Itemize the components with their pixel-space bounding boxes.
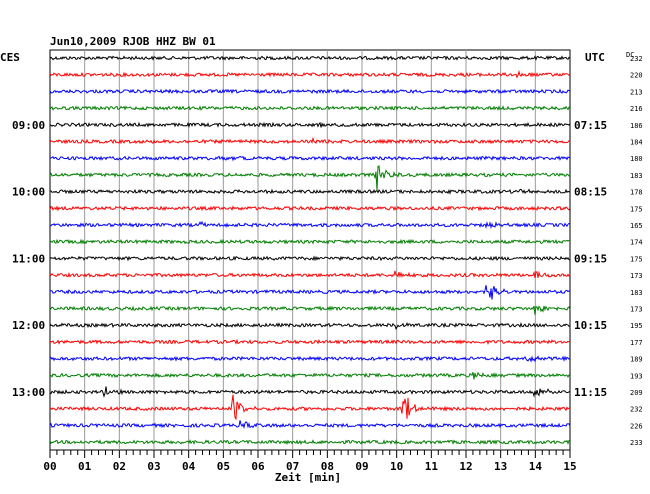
x-tick-label: 11 xyxy=(425,460,439,473)
left-hour-label: 12:00 xyxy=(12,319,45,332)
dc-value-label: 213 xyxy=(630,88,643,96)
x-axis: 00 01 02 03 04 05 06 07 08 09 10 11 12 13 14 15 xyxy=(43,450,577,473)
x-tick-label: 08 xyxy=(321,460,334,473)
x-axis-label: Zeit [min] xyxy=(275,471,341,484)
trace-line xyxy=(49,285,571,300)
dc-value-label: 232 xyxy=(630,406,643,414)
dc-value-label: 209 xyxy=(630,389,643,397)
left-hour-label: 10:00 xyxy=(12,186,45,199)
dc-value-label: 184 xyxy=(630,139,643,147)
trace-line xyxy=(49,69,571,79)
trace-line xyxy=(49,205,571,212)
dc-header-label: DC xyxy=(626,51,634,59)
dc-value-label: 177 xyxy=(630,339,643,347)
x-tick-label: 12 xyxy=(459,460,472,473)
x-tick-label: 04 xyxy=(182,460,196,473)
trace-line xyxy=(49,386,571,398)
trace-line xyxy=(50,155,571,162)
dc-value-label: 195 xyxy=(630,322,643,330)
dc-value-label: 165 xyxy=(630,222,643,230)
trace-line xyxy=(49,371,571,380)
x-tick-label: 07 xyxy=(286,460,299,473)
trace-line xyxy=(49,55,571,61)
left-hour-label: 13:00 xyxy=(12,386,45,399)
dc-value-label: 178 xyxy=(630,189,643,197)
x-tick-label: 02 xyxy=(113,460,126,473)
dc-value-label: 173 xyxy=(630,306,643,314)
right-hour-label: 08:15 xyxy=(574,186,607,199)
trace-line xyxy=(49,270,571,279)
dc-value-label: 220 xyxy=(630,72,643,80)
x-tick-label: 06 xyxy=(251,460,265,473)
trace-line xyxy=(49,255,571,262)
trace-line xyxy=(50,220,571,230)
trace-line xyxy=(49,338,570,345)
x-tick-label: 10 xyxy=(390,460,403,473)
x-tick-label: 01 xyxy=(78,460,92,473)
x-tick-label: 13 xyxy=(494,460,507,473)
minute-grid xyxy=(84,50,536,450)
trace-line xyxy=(49,238,571,245)
dc-value-label: 216 xyxy=(630,105,643,113)
trace-line xyxy=(49,188,571,195)
trace-line xyxy=(49,439,571,446)
dc-value-label: 174 xyxy=(630,239,643,247)
time-labels: 09:00 10:00 11:00 12:00 13:00 07:15 08:15 09:15… xyxy=(12,55,643,447)
dc-value-label: 173 xyxy=(630,272,643,280)
x-tick-label: 09 xyxy=(355,460,368,473)
dc-value-label: 183 xyxy=(630,172,643,180)
trace-line xyxy=(49,394,571,421)
left-timezone-label: CES xyxy=(0,51,20,64)
dc-value-label: 189 xyxy=(630,356,643,364)
dc-value-label: 233 xyxy=(630,439,643,447)
right-hour-label: 10:15 xyxy=(574,319,607,332)
right-hour-label: 07:15 xyxy=(574,119,607,132)
x-tick-label: 15 xyxy=(563,460,576,473)
plot-frame xyxy=(49,49,571,451)
dc-value-label: 193 xyxy=(630,372,643,380)
dc-value-label: 175 xyxy=(630,205,643,213)
trace-line xyxy=(49,355,571,363)
dc-value-label: 232 xyxy=(630,55,643,63)
trace-line xyxy=(49,165,571,191)
x-tick-label: 00 xyxy=(43,460,56,473)
trace-line xyxy=(49,305,571,315)
right-timezone-label: UTC xyxy=(585,51,605,64)
left-hour-label: 11:00 xyxy=(12,252,45,265)
trace-line xyxy=(49,136,571,145)
chart-title: Jun10,2009 RJOB HHZ BW 01 xyxy=(50,35,216,48)
dc-value-label: 183 xyxy=(630,289,643,297)
left-hour-label: 09:00 xyxy=(12,119,45,132)
trace-line xyxy=(49,121,571,128)
right-hour-label: 11:15 xyxy=(574,386,607,399)
dc-value-label: 175 xyxy=(630,255,643,263)
trace-line xyxy=(49,105,571,111)
dc-value-label: 226 xyxy=(630,422,643,430)
trace-line xyxy=(49,420,571,430)
x-tick-label: 14 xyxy=(529,460,543,473)
dc-value-label: 180 xyxy=(630,155,643,163)
x-tick-label: 05 xyxy=(217,460,230,473)
x-tick-label: 03 xyxy=(147,460,160,473)
seismic-traces xyxy=(49,55,571,446)
trace-line xyxy=(49,88,570,95)
trace-line xyxy=(49,321,571,330)
dc-value-label: 186 xyxy=(630,122,643,130)
right-hour-label: 09:15 xyxy=(574,252,607,265)
